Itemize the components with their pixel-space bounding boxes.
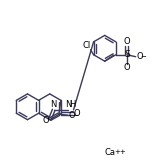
Text: Cl: Cl bbox=[83, 41, 91, 50]
Text: −: − bbox=[72, 113, 78, 119]
Text: O: O bbox=[123, 63, 130, 72]
Text: N: N bbox=[65, 100, 72, 109]
Text: H: H bbox=[69, 100, 76, 109]
Text: Ca: Ca bbox=[105, 148, 116, 157]
Text: O: O bbox=[43, 116, 49, 125]
Text: ++: ++ bbox=[115, 149, 126, 155]
Text: N: N bbox=[50, 100, 57, 109]
Text: −: − bbox=[140, 54, 146, 60]
Text: O: O bbox=[136, 52, 143, 61]
Text: O: O bbox=[123, 37, 130, 46]
Text: O: O bbox=[69, 111, 75, 120]
Text: O: O bbox=[73, 109, 80, 118]
Text: S: S bbox=[124, 50, 130, 59]
